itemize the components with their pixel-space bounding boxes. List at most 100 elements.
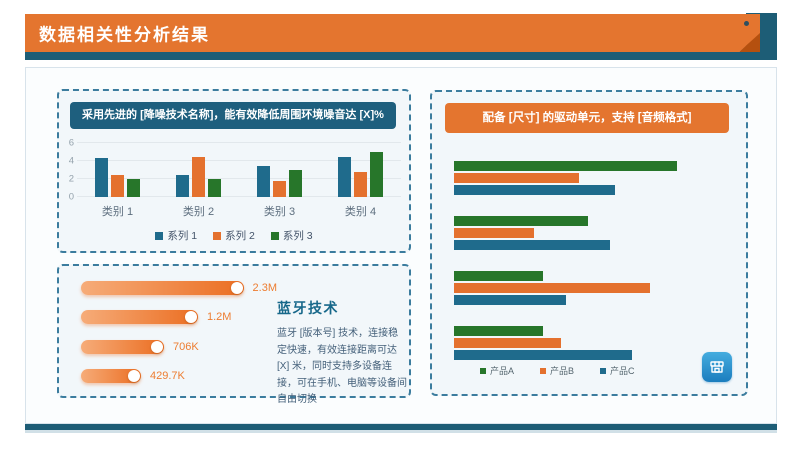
hbar-chart-plot bbox=[454, 161, 736, 381]
bar bbox=[454, 161, 677, 171]
bar bbox=[454, 240, 611, 250]
bar bbox=[454, 295, 566, 305]
bar bbox=[454, 271, 544, 281]
category-label: 类别 3 bbox=[263, 206, 296, 218]
legend-label: 系列 1 bbox=[167, 230, 198, 242]
y-axis-tick-label: 0 bbox=[68, 191, 74, 203]
bar bbox=[454, 350, 633, 360]
gridline bbox=[77, 196, 401, 197]
legend-item: 系列 3 bbox=[270, 228, 313, 243]
page-title: 数据相关性分析结果 bbox=[39, 25, 210, 45]
y-axis-tick-label: 6 bbox=[68, 137, 74, 149]
bar bbox=[354, 171, 367, 197]
hbar-group bbox=[454, 271, 736, 305]
category-label: 类别 1 bbox=[101, 206, 134, 218]
legend-swatch bbox=[600, 367, 607, 374]
header-banner: 数据相关性分析结果 bbox=[25, 14, 760, 52]
bar bbox=[192, 157, 205, 197]
column-chart-legend: 系列 1 系列 2 系列 3 bbox=[59, 228, 409, 243]
legend-label: 产品A bbox=[490, 366, 515, 376]
hbar-chart-legend: 产品A 产品B 产品C bbox=[432, 364, 746, 377]
bluetooth-body: 蓝牙 [版本号] 技术，连接稳定快速，有效连接距离可达 [X] 米，同时支持多设… bbox=[277, 328, 407, 405]
bar bbox=[454, 326, 544, 336]
bar bbox=[127, 179, 140, 197]
header-banner-bg bbox=[25, 14, 760, 52]
bar bbox=[257, 165, 270, 197]
progress-value-label: 1.2M bbox=[207, 311, 232, 324]
legend-label: 系列 2 bbox=[225, 230, 255, 242]
legend-item: 产品A bbox=[480, 364, 514, 377]
legend-item: 系列 1 bbox=[155, 228, 197, 243]
gridline bbox=[77, 142, 401, 143]
bar bbox=[338, 156, 351, 197]
bar-group bbox=[257, 143, 302, 197]
category-label: 类别 2 bbox=[182, 206, 215, 218]
hbar-group bbox=[454, 326, 736, 360]
bar bbox=[454, 228, 535, 238]
header-dot bbox=[744, 21, 749, 26]
bar bbox=[454, 338, 562, 348]
progress-bar bbox=[81, 280, 244, 295]
y-axis-tick-label: 2 bbox=[68, 173, 74, 185]
bar bbox=[454, 185, 615, 195]
column-chart-plot: 0 2 4 6 bbox=[69, 138, 401, 203]
bar bbox=[95, 158, 108, 197]
progress-knob bbox=[230, 281, 243, 294]
progress-bar bbox=[81, 310, 198, 325]
progress-row: 706K bbox=[81, 332, 277, 362]
gridline bbox=[77, 178, 401, 180]
legend-item: 产品C bbox=[600, 364, 635, 377]
bar-group bbox=[176, 143, 221, 197]
bluetooth-text-block: 蓝牙技术 蓝牙 [版本号] 技术，连接稳定快速，有效连接距离可达 [X] 米，同… bbox=[277, 298, 407, 409]
driver-panel-title: 配备 [尺寸] 的驱动单元，支持 [音频格式] bbox=[445, 103, 729, 133]
legend-label: 产品C bbox=[610, 366, 635, 376]
bar bbox=[208, 179, 221, 197]
footer-band bbox=[25, 424, 777, 430]
bar bbox=[289, 170, 302, 197]
progress-row: 1.2M bbox=[81, 303, 277, 333]
legend-swatch bbox=[480, 367, 486, 374]
noise-chart-panel: 采用先进的 [降噪技术名称]，能有效降低周围环境噪音达 [X]% 0 2 4 6 类别… bbox=[57, 89, 411, 253]
noise-panel-title: 采用先进的 [降噪技术名称]，能有效降低周围环境噪音达 [X]% bbox=[70, 102, 396, 129]
hbar-group bbox=[454, 216, 736, 250]
legend-swatch bbox=[155, 231, 164, 240]
legend-label: 产品B bbox=[550, 366, 575, 376]
legend-item: 产品B bbox=[540, 364, 574, 377]
progress-value-label: 429.7K bbox=[150, 370, 185, 383]
column-chart-categories: 类别 1 类别 2 类别 3 类别 4 bbox=[77, 203, 401, 219]
legend-item: 系列 2 bbox=[213, 228, 255, 243]
progress-row: 2.3M bbox=[81, 273, 277, 303]
progress-value-label: 2.3M bbox=[252, 281, 277, 294]
category-label: 类别 4 bbox=[344, 206, 377, 218]
progress-bar bbox=[81, 339, 164, 354]
gridline bbox=[77, 160, 401, 162]
bar-group bbox=[95, 143, 140, 197]
driver-chart-panel: 配备 [尺寸] 的驱动单元，支持 [音频格式] 产品A 产品B 产品C bbox=[430, 90, 748, 396]
legend-swatch bbox=[213, 231, 222, 240]
stat-progress-list: 2.3M 1.2M 706K 429.7K bbox=[81, 273, 277, 391]
hbar-group bbox=[454, 161, 736, 195]
bar bbox=[111, 175, 124, 197]
bar bbox=[454, 283, 651, 293]
bar bbox=[176, 174, 189, 197]
bar-group bbox=[338, 143, 383, 197]
bar bbox=[454, 173, 579, 183]
progress-bar bbox=[81, 369, 141, 384]
bar bbox=[370, 152, 383, 197]
legend-label: 系列 3 bbox=[282, 230, 313, 242]
legend-swatch bbox=[540, 367, 547, 374]
progress-knob bbox=[128, 370, 140, 383]
bar bbox=[454, 216, 588, 226]
shop-icon bbox=[702, 352, 732, 382]
bar bbox=[273, 180, 286, 197]
progress-knob bbox=[185, 311, 197, 324]
progress-value-label: 706K bbox=[173, 340, 199, 353]
progress-knob bbox=[151, 340, 163, 353]
bluetooth-title: 蓝牙技术 bbox=[277, 300, 339, 316]
column-bar-groups bbox=[77, 143, 401, 197]
y-axis-tick-label: 4 bbox=[68, 155, 74, 167]
progress-row: 429.7K bbox=[81, 362, 277, 392]
bluetooth-panel: 2.3M 1.2M 706K 429.7K 蓝牙技术 蓝牙 [版本号] 技术，连接稳定… bbox=[57, 264, 411, 405]
legend-swatch bbox=[270, 231, 279, 240]
